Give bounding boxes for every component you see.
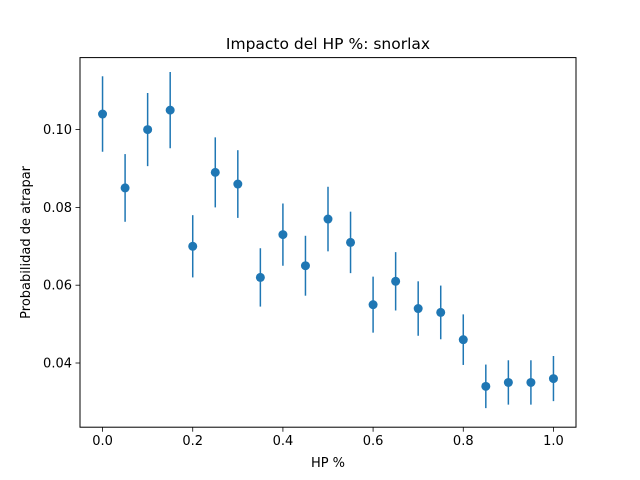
- data-point: [165, 105, 175, 115]
- x-tick-label: 1.0: [543, 434, 564, 449]
- data-point: [233, 179, 243, 189]
- x-tick-label: 0.4: [273, 434, 294, 449]
- x-axis-ticks: 0.0 0.2 0.4 0.6 0.8 1.0: [92, 427, 564, 449]
- data-point: [413, 304, 423, 314]
- y-tick-label: 0.08: [43, 201, 72, 216]
- data-point: [98, 109, 108, 119]
- plot-frame: [79, 57, 577, 428]
- chart-title: Impacto del HP %: snorlax: [226, 35, 430, 53]
- data-point: [458, 335, 468, 345]
- y-axis-label: Probabilidad de atrapar: [19, 165, 34, 319]
- data-point: [481, 381, 491, 391]
- data-point: [143, 125, 153, 135]
- y-axis-ticks: 0.04 0.06 0.08 0.10: [43, 123, 80, 372]
- x-tick-label: 0.8: [453, 434, 474, 449]
- data-point: [436, 307, 446, 317]
- data-point: [548, 374, 558, 384]
- data-point: [368, 300, 378, 310]
- data-point: [526, 377, 536, 387]
- data-point: [120, 183, 130, 193]
- data-point: [278, 230, 288, 240]
- data-point: [503, 377, 513, 387]
- data-point: [300, 261, 310, 271]
- data-point: [323, 214, 333, 224]
- y-tick-label: 0.10: [43, 123, 72, 138]
- x-tick-label: 0.2: [182, 434, 203, 449]
- y-tick-label: 0.06: [43, 279, 72, 294]
- data-point: [346, 237, 356, 247]
- plot-marks: [98, 71, 558, 409]
- x-tick-label: 0.0: [92, 434, 113, 449]
- data-point: [210, 167, 220, 177]
- x-axis-label: HP %: [311, 456, 345, 471]
- x-tick-label: 0.6: [363, 434, 384, 449]
- data-point: [255, 272, 265, 282]
- data-point: [188, 241, 198, 251]
- y-tick-label: 0.04: [43, 357, 72, 372]
- data-point: [391, 276, 401, 286]
